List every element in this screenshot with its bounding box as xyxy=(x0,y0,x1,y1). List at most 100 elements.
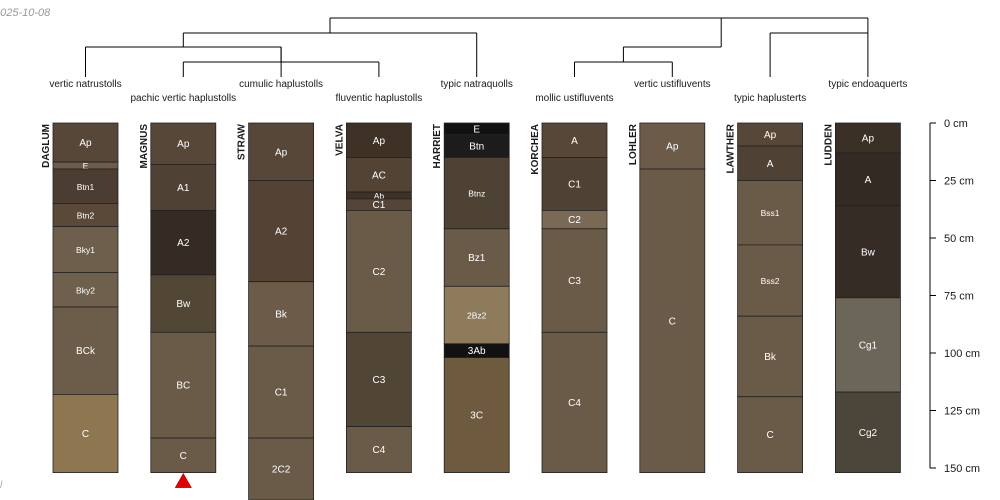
profile-name: KORCHEA xyxy=(530,124,541,175)
horizon-label: C xyxy=(766,430,773,441)
horizon-label: Ap xyxy=(79,138,92,149)
horizon-daglum-ap xyxy=(52,122,119,163)
horizon-label: Bk xyxy=(275,309,288,320)
profile-lawther: Ap A Bss1 Bss2 Bk C LAWTHER xyxy=(726,122,803,474)
profile-magnus: Ap A1 A2 Bw BC C MAGNUS xyxy=(139,122,217,488)
horizon-label: A xyxy=(865,175,872,186)
profile-name: LAWTHER xyxy=(726,123,737,173)
horizon-lawther-bss2 xyxy=(737,244,803,317)
horizon-straw-2c2 xyxy=(248,437,315,500)
horizon-harriet-3c xyxy=(443,357,510,474)
horizon-ludden-a xyxy=(835,152,901,207)
horizon-label: Bky1 xyxy=(76,245,95,255)
depth-tick-label: 75 cm xyxy=(944,291,974,303)
horizon-lawther-bk xyxy=(737,315,803,398)
profile-name: STRAW xyxy=(237,123,248,160)
horizon-label: 3Ab xyxy=(468,346,486,357)
horizon-label: Ap xyxy=(177,139,190,150)
profile-korchea: A C1 C2 C3 C4 KORCHEA xyxy=(530,122,608,473)
horizon-velva-c4 xyxy=(345,426,412,474)
horizon-label: A xyxy=(571,136,578,147)
horizon-velva-c3 xyxy=(345,331,412,427)
depth-tick-label: 125 cm xyxy=(944,406,980,418)
horizon-label: Btnz xyxy=(468,189,485,199)
horizon-straw-a2 xyxy=(248,180,315,283)
horizon-lohler-c xyxy=(639,168,706,474)
horizon-label: A2 xyxy=(275,227,288,238)
horizon-label: A1 xyxy=(177,183,190,194)
horizon-label: Btn xyxy=(469,142,484,153)
horizon-label: C4 xyxy=(568,398,581,409)
taxonomy-label-lawther: typic haplusterts xyxy=(734,93,806,104)
horizon-daglum-c xyxy=(52,393,119,473)
depth-tick-label: 0 cm xyxy=(944,118,968,130)
date-label: 2025-10-08 xyxy=(0,7,51,19)
horizon-korchea-a xyxy=(541,122,608,158)
horizon-label: C3 xyxy=(568,276,581,287)
horizon-label: C4 xyxy=(373,445,386,456)
profile-name: LOHLER xyxy=(628,123,639,165)
profile-name: HARRIET xyxy=(432,124,443,168)
horizon-label: C1 xyxy=(373,200,386,211)
horizon-straw-bk xyxy=(248,281,315,347)
horizon-korchea-c4 xyxy=(541,331,608,473)
horizon-harriet-2bz2 xyxy=(443,285,510,345)
horizon-magnus-c xyxy=(150,437,217,474)
soil-profiles: Ap E Btn1 Btn2 Bky1 Bky2 BCk C DAGLUM Ap A1 A2 Bw BC C… xyxy=(41,122,901,500)
horizon-lawther-bss1 xyxy=(737,180,803,246)
horizon-label: C1 xyxy=(568,179,581,190)
profile-name: LUDDEN xyxy=(823,124,834,166)
horizon-label: Bk xyxy=(764,352,777,363)
horizon-velva-c2 xyxy=(345,209,412,333)
horizon-daglum-btn1 xyxy=(52,168,119,204)
horizon-label: 2Bz2 xyxy=(467,311,487,321)
taxonomy-dendrogram xyxy=(85,17,869,77)
horizon-straw-ap xyxy=(248,122,315,181)
horizon-label: Ab xyxy=(374,191,385,201)
taxonomy-label-magnus: pachic vertic haplustolls xyxy=(130,93,236,104)
horizon-harriet-btnz xyxy=(443,157,510,230)
horizon-label: 2C2 xyxy=(272,465,291,476)
horizon-label: 3C xyxy=(470,411,483,422)
horizon-magnus-bc xyxy=(150,331,217,439)
profile-name: VELVA xyxy=(334,124,345,156)
horizon-label: E xyxy=(83,161,89,171)
taxonomy-label-straw: cumulic haplustolls xyxy=(239,79,323,90)
horizon-magnus-ap xyxy=(150,122,217,165)
horizon-ludden-cg2 xyxy=(835,391,901,474)
horizon-magnus-a1 xyxy=(150,163,217,211)
horizon-label: Btn1 xyxy=(77,182,95,192)
horizon-label: A xyxy=(767,159,774,170)
horizon-label: Ap xyxy=(862,133,875,144)
horizon-velva-ap xyxy=(345,122,412,158)
horizon-magnus-bw xyxy=(150,274,217,333)
horizon-label: Bss1 xyxy=(761,208,780,218)
horizon-velva-ac xyxy=(345,157,412,193)
horizon-ludden-bw xyxy=(835,205,901,299)
horizon-label: C3 xyxy=(373,375,386,386)
horizon-label: Bz1 xyxy=(468,253,486,264)
horizon-label: Bw xyxy=(861,247,876,258)
taxonomy-label-harriet: typic natraquolls xyxy=(441,79,513,90)
horizon-label: E xyxy=(473,124,480,135)
horizon-label: C xyxy=(180,451,187,462)
horizon-label: BCk xyxy=(76,346,96,357)
horizon-lohler-ap xyxy=(639,122,706,170)
taxonomy-labels: vertic natrustolls pachic vertic haplusto… xyxy=(49,79,907,104)
taxonomy-label-daglum: vertic natrustolls xyxy=(49,79,121,90)
taxonomy-label-ludden: typic endoaquerts xyxy=(828,79,907,90)
horizon-label: C2 xyxy=(568,215,581,226)
profile-lohler: Ap C LOHLER xyxy=(628,122,706,474)
profile-daglum: Ap E Btn1 Btn2 Bky1 Bky2 BCk C DAGLUM xyxy=(41,122,119,473)
horizon-magnus-a2 xyxy=(150,209,217,276)
horizon-label: Ap xyxy=(373,136,386,147)
horizon-label: C xyxy=(669,316,676,327)
profile-harriet: E Btn Btnz Bz1 2Bz2 3Ab 3C HARRIET xyxy=(432,122,510,474)
horizon-label: Bw xyxy=(176,299,191,310)
horizon-label: Ap xyxy=(275,147,288,158)
horizon-label: Cg2 xyxy=(859,428,878,439)
depth-tick-label: 25 cm xyxy=(944,176,974,188)
truncation-marker xyxy=(174,472,192,488)
